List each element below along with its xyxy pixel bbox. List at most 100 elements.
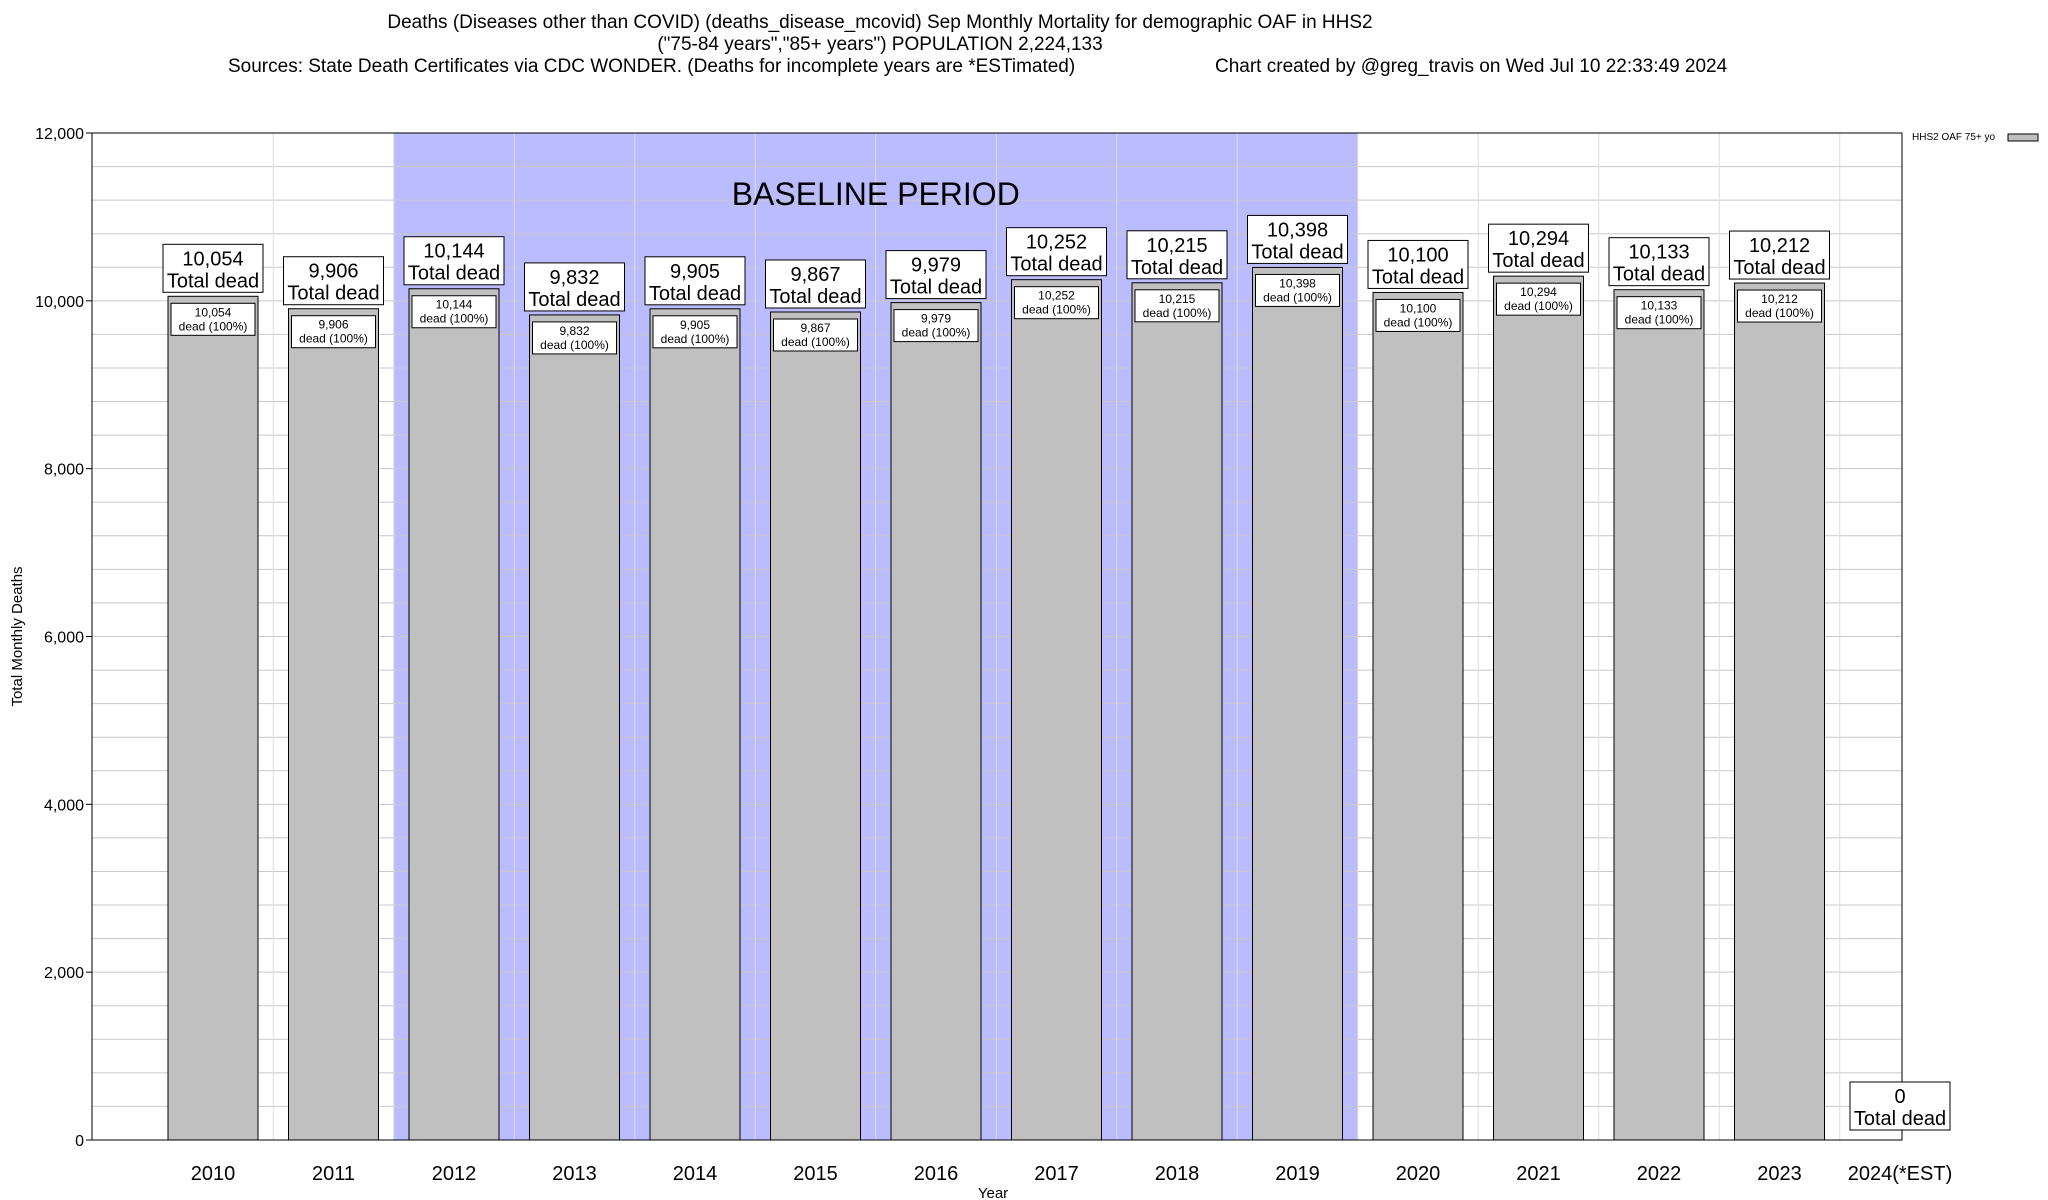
total-label-suffix: Total dead (1733, 257, 1825, 279)
inner-label-box (291, 315, 376, 349)
total-label-suffix: Total dead (1613, 264, 1705, 286)
total-label-box (1608, 237, 1710, 287)
x-tick-label: 2024(*EST) (1848, 1163, 1953, 1185)
inner-label-box (1496, 282, 1581, 316)
bar (288, 308, 379, 1141)
inner-label-suffix: dead (100%) (179, 319, 248, 333)
chart-title-block: Deaths (Diseases other than COVID) (deat… (0, 12, 1760, 78)
total-label-box (1126, 230, 1228, 280)
x-tick-label: 2011 (312, 1163, 355, 1185)
inner-label-suffix: dead (100%) (420, 312, 489, 326)
total-label-box (162, 243, 264, 293)
inner-label-suffix: dead (100%) (1143, 306, 1212, 320)
bar (408, 288, 500, 1141)
total-label-suffix: Total dead (528, 289, 620, 311)
inner-label-value: 9,979 (921, 312, 951, 326)
total-label-value: 10,294 (1508, 228, 1569, 250)
inner-label-suffix: dead (100%) (1745, 306, 1814, 320)
total-label-value: 10,398 (1267, 219, 1328, 241)
legend-swatch (2007, 133, 2039, 142)
total-label-value: 9,979 (911, 255, 961, 277)
y-tick-label: 12,000 (35, 126, 84, 143)
y-tick-label: 10,000 (35, 294, 84, 311)
inner-label-suffix: dead (100%) (540, 338, 609, 352)
bar (1252, 266, 1343, 1141)
inner-label-suffix: dead (100%) (1022, 303, 1091, 317)
x-tick-label: 2020 (1396, 1163, 1441, 1185)
y-tick-label: 0 (75, 1133, 84, 1150)
chart-subtitle: ("75-84 years","85+ years") POPULATION 2… (657, 34, 1103, 55)
inner-label-suffix: dead (100%) (1263, 290, 1332, 304)
x-tick-label: 2014 (673, 1163, 718, 1185)
total-label-box (524, 262, 625, 312)
legend: HHS2 OAF 75+ yo (1912, 132, 2039, 143)
inner-label-box (652, 315, 738, 349)
legend-label: HHS2 OAF 75+ yo (1912, 132, 1996, 143)
inner-label-box (532, 321, 617, 355)
y-axis: 0 2,000 4,000 6,000 8,000 10,000 12,000 (35, 126, 92, 1150)
inner-label-box (1255, 273, 1340, 307)
inner-label-box (773, 318, 858, 352)
inner-label-suffix: dead (100%) (781, 335, 850, 349)
x-tick-label: 2016 (914, 1163, 959, 1185)
total-label-suffix: Total dead (649, 283, 741, 305)
total-label-value: 10,054 (182, 248, 243, 270)
x-tick-label: 2023 (1757, 1163, 1802, 1185)
inner-label-value: 10,215 (1159, 292, 1196, 306)
x-axis: 2010 2011 2012 2013 2014 2015 2016 2017 2018 2019… (191, 1163, 1953, 1185)
total-label-box (644, 256, 746, 306)
bar (770, 311, 861, 1141)
bar (1011, 279, 1102, 1141)
bar (649, 308, 741, 1141)
total-label-suffix: Total dead (769, 286, 861, 308)
bar (1734, 282, 1825, 1141)
total-label-box (765, 259, 866, 309)
y-tick-label: 6,000 (44, 630, 84, 647)
y-axis-label: Total Monthly Deaths (9, 566, 26, 706)
total-label-box (283, 256, 384, 306)
inner-label-suffix: dead (100%) (1384, 315, 1453, 329)
total-label-box (1849, 1081, 1951, 1131)
inner-label-value: 10,212 (1761, 292, 1798, 306)
total-label-box (885, 250, 987, 300)
bar (1493, 275, 1584, 1141)
total-label-box (1488, 223, 1589, 273)
bars (167, 266, 1825, 1141)
total-label-value: 9,832 (549, 267, 599, 289)
total-label-value: 0 (1894, 1086, 1905, 1108)
total-label-value: 10,144 (423, 241, 484, 263)
total-label-box (1006, 227, 1107, 277)
inner-label-box (411, 295, 497, 329)
inner-label-value: 9,867 (800, 321, 830, 335)
x-tick-label: 2022 (1637, 1163, 1682, 1185)
total-label-value: 10,215 (1146, 235, 1207, 257)
inner-label-value: 9,905 (680, 318, 710, 332)
chart-credit: Chart created by @greg_travis on Wed Jul… (1215, 56, 1728, 77)
total-label-suffix: Total dead (1372, 266, 1464, 288)
bar (890, 302, 982, 1141)
total-label-box (403, 236, 505, 286)
x-tick-label: 2019 (1275, 1163, 1320, 1185)
total-label-box (1729, 230, 1830, 280)
inner-label-box (1134, 289, 1220, 323)
inner-label-suffix: dead (100%) (299, 332, 368, 346)
chart-sources: Sources: State Death Certificates via CD… (228, 56, 1076, 77)
x-tick-label: 2021 (1516, 1163, 1561, 1185)
